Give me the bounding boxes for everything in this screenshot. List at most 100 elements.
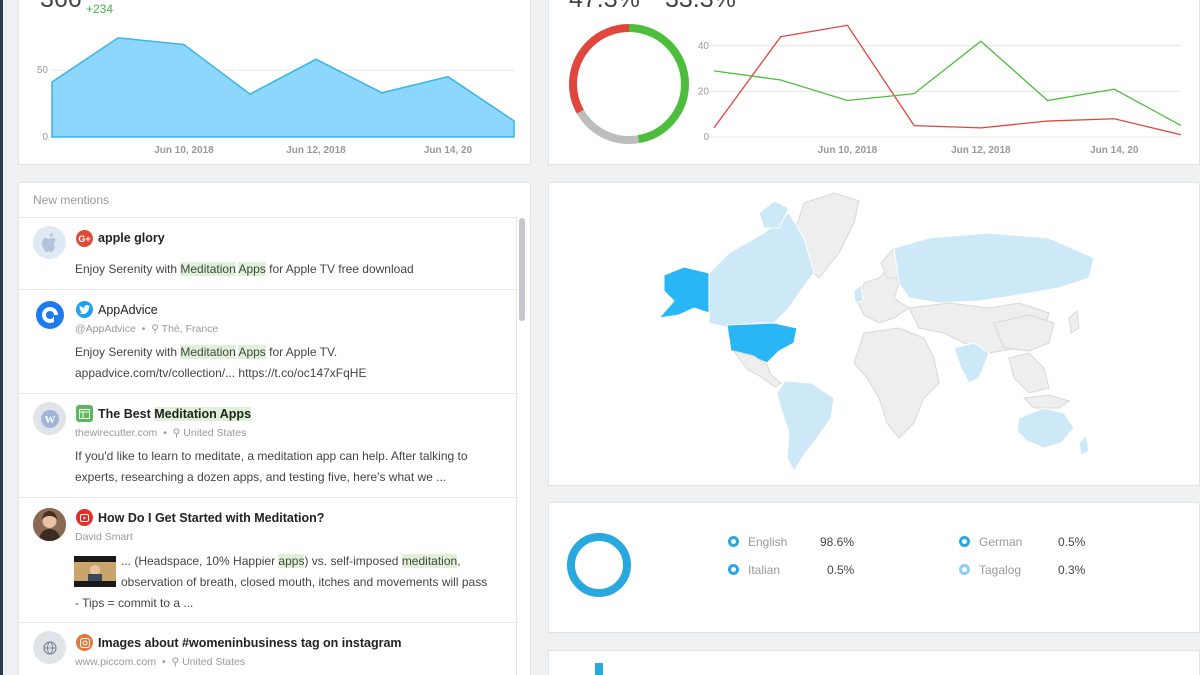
positive-percent: 47.3% [569,0,640,14]
legend-dot-german [959,536,970,547]
mention-meta: www.piccom.com • ⚲ United States [75,656,246,668]
mention-meta: thewirecutter.com • ⚲ United States [75,427,247,439]
location-pin-icon: ⚲ [172,427,181,439]
twitter-icon [76,301,93,318]
legend-label-italian: Italian [748,563,781,577]
google-plus-icon: G+ [76,230,93,247]
mentions-scrollbar-track[interactable] [516,217,529,675]
map-australia [1016,407,1075,449]
legend-value-tagalog: 0.3% [1058,563,1086,577]
mention-item[interactable]: How Do I Get Started with Meditation? Da… [19,498,516,623]
mention-item[interactable]: G+ apple glory Enjoy Serenity with Medit… [19,218,516,290]
y-tick-label: 20 [698,86,710,97]
youtube-icon [76,509,93,526]
mention-item[interactable]: AppAdvice @AppAdvice • ⚲ Thé, France Enj… [19,290,516,394]
bottom-chart-bar [595,663,603,675]
mention-volume-card: 366 +234 0 50 Jun 10, 2018 Jun 12, 2018 Jun… [18,0,531,165]
world-map[interactable] [549,183,1200,487]
mention-title[interactable]: Images about #womeninbusiness tag on ins… [98,636,402,650]
mention-text-line2: experts, researching a dozen apps, and t… [75,470,447,484]
x-tick-label: Jun 14, 20 [424,145,473,156]
mention-title[interactable]: The Best Meditation Apps [98,407,252,421]
video-thumbnail[interactable] [74,556,116,587]
volume-area-chart[interactable]: 0 50 Jun 10, 2018 Jun 12, 2018 Jun 14, 20 [19,0,532,166]
legend-label-german: German [979,535,1023,549]
new-mentions-card: New mentions G+ apple glory Enjoy Sereni… [18,182,531,675]
sentiment-chart[interactable]: 0 20 40 Jun 10, 2018 Jun 12, 2018 Jun 14, 20 [549,0,1200,166]
map-africa [853,327,940,439]
window-left-edge [0,0,3,675]
sentiment-card: 47.3% 33.3% 0 20 40 Jun 10, 2018 Jun 12, 20… [548,0,1200,165]
x-tick-label: Jun 10, 2018 [818,145,878,156]
y-tick-label: 0 [42,132,48,143]
map-russia [893,232,1095,304]
legend-label-english: English [748,535,788,549]
map-china [993,314,1055,352]
user-avatar [33,508,66,541]
legend-value-english: 98.6% [820,535,855,549]
y-tick-label: 0 [703,132,709,143]
x-tick-label: Jun 12, 2018 [286,145,346,156]
languages-donut-chart[interactable] [564,530,634,600]
x-tick-label: Jun 14, 20 [1090,145,1139,156]
mention-title[interactable]: AppAdvice [98,303,158,317]
map-canada [708,212,815,329]
map-southeast-asia [1008,352,1050,394]
mention-item[interactable]: W The Best Meditation Apps thewirecutter… [19,394,516,498]
legend-dot-italian [728,564,739,575]
series-line-1 [713,40,1182,127]
bottom-chart-card [548,650,1200,675]
y-tick-label: 40 [698,41,710,52]
mention-author: David Smart [75,531,133,543]
globe-avatar [33,631,66,664]
web-icon [76,405,93,422]
mention-text-line2: observation of breath, closed mouth, itc… [121,575,488,589]
mentions-scrollbar-thumb[interactable] [519,218,525,321]
x-tick-label: Jun 12, 2018 [951,145,1011,156]
y-tick-label: 50 [37,65,49,76]
volume-area [51,37,515,138]
map-alaska [657,266,710,319]
mention-text: ... (Headspace, 10% Happier apps) vs. se… [121,554,461,568]
legend-label-tagalog: Tagalog [979,563,1022,577]
mention-title[interactable]: apple glory [98,231,165,245]
map-usa [726,322,798,364]
mention-meta: @AppAdvice • ⚲ Thé, France [75,323,219,335]
mention-text: Enjoy Serenity with Meditation Apps for … [75,262,414,276]
legend-dot-english [728,536,739,547]
map-mexico [732,350,782,388]
mention-link-text[interactable]: appadvice.com/tv/collection/... https://… [75,366,367,380]
legend-dot-tagalog [959,564,970,575]
wirecutter-avatar: W [33,402,66,435]
instagram-icon [76,634,93,651]
map-arctic-islands [758,200,790,229]
apple-logo-avatar [33,226,66,259]
mention-text: If you'd like to learn to meditate, a me… [75,449,468,463]
mention-title[interactable]: How Do I Get Started with Meditation? [98,511,325,525]
mention-text: Enjoy Serenity with Meditation Apps for … [75,345,338,359]
legend-value-italian: 0.5% [827,563,855,577]
map-india [953,342,990,384]
legend-value-german: 0.5% [1058,535,1086,549]
mention-item[interactable]: Images about #womeninbusiness tag on ins… [19,623,516,675]
location-pin-icon: ⚲ [171,656,180,668]
series-line-0 [713,24,1182,136]
map-new-zealand [1078,433,1090,456]
appadvice-avatar [33,298,66,331]
donut-segment-negative [569,24,689,144]
donut-segment-neutral [569,24,689,144]
mentions-delta: +234 [86,2,114,16]
negative-percent: 33.3% [665,0,736,14]
map-uk [853,284,864,304]
languages-card: English 98.6% Italian 0.5% German 0.5% T… [548,502,1200,633]
mentions-total: 366 [40,0,82,14]
map-indonesia [1022,394,1071,409]
mention-text-line3: - Tips = commit to a ... [75,596,194,610]
map-japan [1068,309,1080,334]
svg-text:W: W [44,414,55,426]
map-south-america [776,380,835,472]
new-mentions-header: New mentions [19,183,530,218]
x-tick-label: Jun 10, 2018 [154,145,214,156]
world-map-card [548,182,1200,486]
location-pin-icon: ⚲ [151,323,159,335]
